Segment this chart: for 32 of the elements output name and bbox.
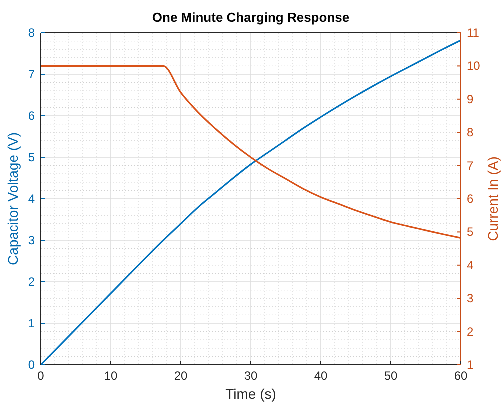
y2-tick-label: 1	[467, 358, 474, 372]
x-tick-label: 30	[244, 369, 258, 383]
y-tick-label: 7	[28, 68, 36, 82]
y-axis-title: Capacitor Voltage (V)	[5, 132, 21, 266]
y-tick-label: 2	[28, 275, 36, 289]
y-tick-label: 4	[28, 192, 36, 206]
y-tick-label: 1	[28, 316, 36, 330]
x-tick-label: 40	[314, 369, 328, 383]
y2-tick-label: 6	[467, 192, 474, 206]
y2-tick-label: 5	[467, 225, 474, 240]
y2-tick-label: 2	[467, 324, 474, 339]
y-tick-label: 8	[28, 26, 36, 40]
y2-tick-label: 7	[467, 158, 474, 173]
x-tick-label: 60	[454, 369, 468, 383]
y2-tick-label: 3	[467, 292, 474, 306]
chart-title: One Minute Charging Response	[152, 10, 350, 25]
x-tick-label: 20	[174, 369, 188, 383]
y2-tick-label: 4	[467, 258, 474, 272]
y-tick-label: 3	[28, 234, 36, 248]
x-axis-title: Time (s)	[226, 386, 276, 402]
y2-tick-label: 10	[467, 59, 481, 74]
y2-tick-label: 8	[467, 126, 474, 140]
y-tick-label: 5	[28, 150, 36, 164]
y-tick-label: 6	[28, 109, 36, 123]
line-series	[40, 65, 462, 239]
x-tick-label: 10	[104, 369, 118, 383]
y2-tick-label: 9	[467, 92, 474, 106]
x-tick-label: 50	[384, 369, 398, 383]
x-tick-label: 0	[38, 369, 45, 383]
y2-tick-label: 11	[467, 26, 480, 40]
y2-axis-title: Current In (A)	[485, 156, 501, 242]
y-tick-label: 0	[28, 358, 36, 372]
